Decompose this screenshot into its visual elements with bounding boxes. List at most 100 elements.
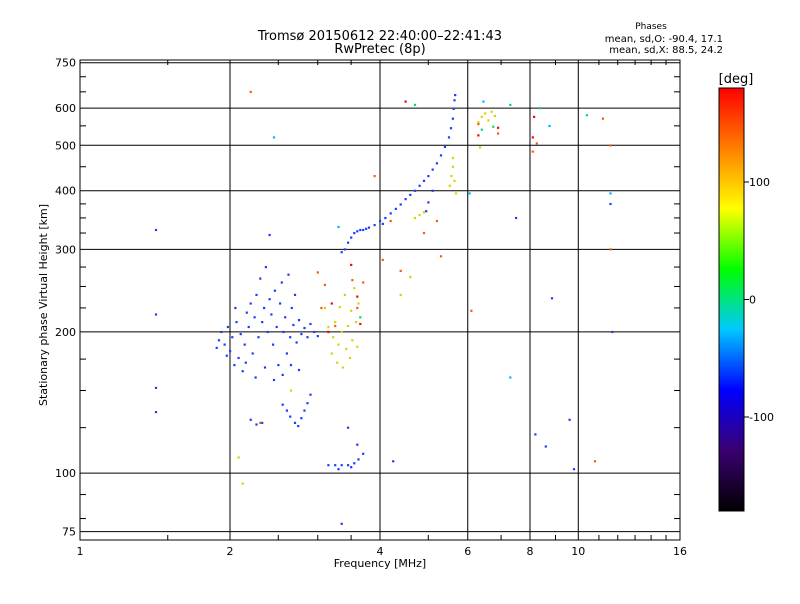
data-point xyxy=(493,114,496,117)
data-point xyxy=(392,460,395,463)
y-tick-label: 400 xyxy=(55,185,76,198)
data-point xyxy=(231,336,234,339)
data-point xyxy=(340,522,343,525)
data-point xyxy=(255,293,258,296)
data-point xyxy=(320,306,323,310)
data-point xyxy=(347,464,350,467)
data-point xyxy=(323,306,326,310)
data-point xyxy=(350,466,353,469)
data-point xyxy=(297,425,300,428)
data-point xyxy=(531,150,534,153)
data-point xyxy=(534,433,537,436)
data-point xyxy=(585,114,588,117)
data-point xyxy=(327,464,330,467)
data-point xyxy=(593,460,597,463)
data-point xyxy=(435,219,438,223)
data-point xyxy=(480,128,483,131)
data-point xyxy=(327,330,330,334)
data-point xyxy=(389,219,392,223)
data-point xyxy=(431,189,434,192)
data-point xyxy=(477,134,480,137)
data-point xyxy=(531,136,534,139)
data-point xyxy=(515,216,518,220)
data-point xyxy=(365,227,368,230)
data-point xyxy=(347,426,350,429)
data-point xyxy=(251,352,254,355)
data-point xyxy=(243,343,246,346)
chart-title: Tromsø 20150612 22:40:00–22:41:43 xyxy=(257,29,502,44)
data-point xyxy=(277,364,280,367)
data-point xyxy=(290,306,293,310)
data-point xyxy=(451,117,454,120)
data-point xyxy=(268,233,271,237)
data-point xyxy=(409,275,412,279)
data-point xyxy=(337,343,340,346)
data-point xyxy=(220,330,223,334)
data-point xyxy=(362,452,365,455)
x-tick-label: 8 xyxy=(527,545,534,558)
data-point xyxy=(270,313,273,316)
data-point xyxy=(454,192,458,195)
data-point xyxy=(261,421,264,424)
colorbar-tick-label: 0 xyxy=(749,294,756,307)
data-point xyxy=(479,146,482,149)
data-point xyxy=(399,269,402,272)
data-point xyxy=(422,211,426,214)
data-point xyxy=(279,302,282,305)
data-point xyxy=(451,165,454,168)
data-point xyxy=(447,136,451,139)
data-point xyxy=(154,313,158,316)
axis-ticks: 1 2 4 6 8 10 16 75 100 200 300 400 500 600 750 xyxy=(55,57,687,558)
data-point xyxy=(241,370,244,373)
data-point xyxy=(601,117,604,120)
data-point xyxy=(425,210,428,213)
data-point xyxy=(413,103,417,106)
data-point xyxy=(272,136,276,139)
data-point xyxy=(237,356,240,360)
data-point xyxy=(490,110,493,113)
data-point xyxy=(249,302,252,305)
data-point xyxy=(454,94,457,97)
data-point xyxy=(281,403,284,406)
data-point xyxy=(418,214,421,217)
data-point xyxy=(338,306,341,309)
data-point xyxy=(611,330,614,334)
x-tick-label: 10 xyxy=(571,545,585,558)
data-point xyxy=(284,316,287,319)
data-point xyxy=(295,341,298,344)
data-point xyxy=(226,325,229,329)
data-point xyxy=(409,193,412,196)
data-point xyxy=(356,443,359,446)
data-point xyxy=(345,347,348,351)
data-point xyxy=(357,458,360,461)
data-point xyxy=(497,126,500,129)
data-point xyxy=(255,423,258,426)
data-point xyxy=(609,202,612,206)
data-point xyxy=(297,368,301,372)
data-point xyxy=(332,336,335,339)
data-point xyxy=(351,339,354,342)
data-point xyxy=(362,281,365,284)
data-point xyxy=(300,417,303,420)
data-point xyxy=(509,376,512,379)
data-point xyxy=(356,230,359,233)
data-point xyxy=(367,226,371,229)
data-point xyxy=(154,386,158,389)
data-point xyxy=(427,175,430,178)
data-points xyxy=(154,90,614,525)
data-point xyxy=(225,354,228,357)
data-point xyxy=(399,203,402,206)
data-point xyxy=(241,482,244,485)
x-tick-label: 16 xyxy=(673,545,687,558)
data-point xyxy=(362,228,365,232)
data-point xyxy=(477,121,480,124)
data-point xyxy=(281,373,284,376)
data-point xyxy=(449,127,453,130)
data-point xyxy=(470,309,473,312)
data-point xyxy=(355,321,358,324)
data-point xyxy=(609,144,612,147)
data-point xyxy=(337,225,340,229)
data-point xyxy=(427,201,430,204)
data-point xyxy=(330,352,333,355)
